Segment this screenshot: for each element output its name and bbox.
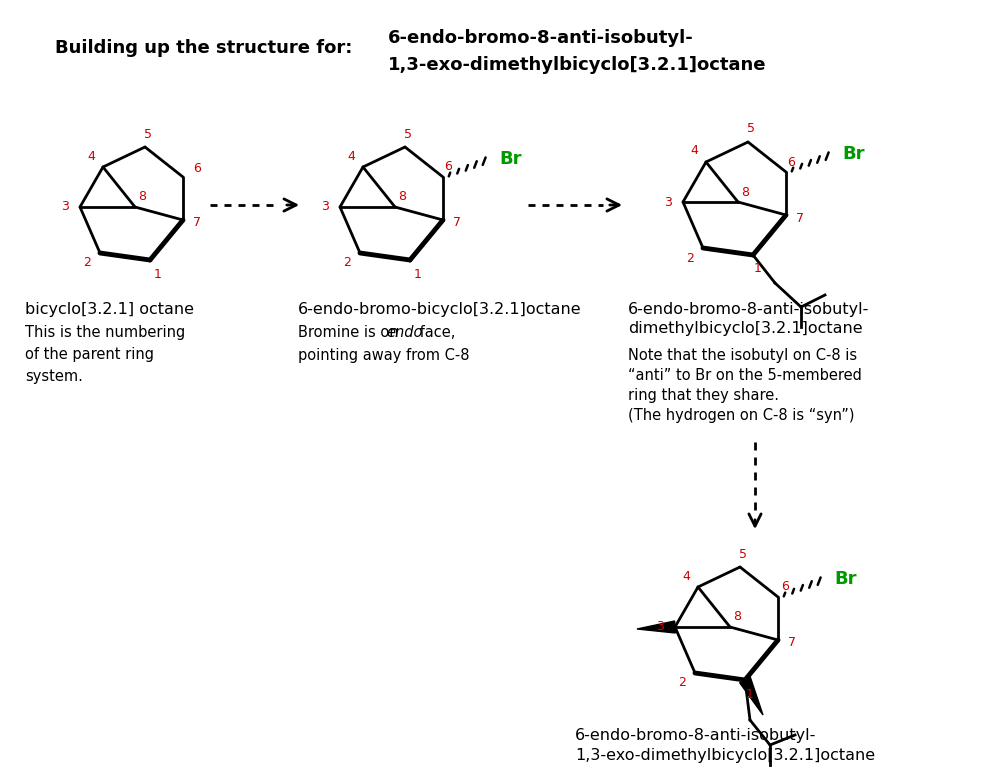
- Text: endo: endo: [386, 325, 422, 340]
- Text: 1: 1: [414, 268, 422, 280]
- Text: Bromine is on: Bromine is on: [298, 325, 404, 340]
- Text: Br: Br: [499, 150, 521, 168]
- Text: 1: 1: [154, 268, 162, 280]
- Text: 1,3-exo-dimethylbicyclo[3.2.1]octane: 1,3-exo-dimethylbicyclo[3.2.1]octane: [388, 56, 767, 74]
- Text: bicyclo[3.2.1] octane: bicyclo[3.2.1] octane: [25, 302, 194, 317]
- Text: 5: 5: [739, 547, 747, 560]
- Text: 6-endo-bromo-8-anti-isobutyl-: 6-endo-bromo-8-anti-isobutyl-: [388, 29, 693, 47]
- Text: 6: 6: [444, 160, 452, 173]
- Text: 4: 4: [347, 149, 355, 163]
- Text: 6-endo-bromo-8-anti-isobutyl-: 6-endo-bromo-8-anti-isobutyl-: [628, 302, 869, 317]
- Text: 6: 6: [193, 163, 201, 176]
- Text: ring that they share.: ring that they share.: [628, 388, 779, 403]
- Text: 3: 3: [656, 621, 664, 633]
- Text: 1: 1: [754, 262, 762, 276]
- Text: 6: 6: [781, 580, 789, 594]
- Text: pointing away from C-8: pointing away from C-8: [298, 348, 469, 363]
- Text: Br: Br: [834, 570, 856, 588]
- Text: 1: 1: [746, 687, 754, 700]
- Text: 2: 2: [678, 676, 686, 690]
- Text: 2: 2: [686, 252, 694, 265]
- Text: 3: 3: [321, 200, 329, 214]
- Text: (The hydrogen on C-8 is “syn”): (The hydrogen on C-8 is “syn”): [628, 408, 854, 423]
- Text: 5: 5: [404, 128, 412, 141]
- Text: 2: 2: [83, 256, 91, 269]
- Polygon shape: [739, 677, 763, 715]
- Text: 8: 8: [398, 190, 406, 204]
- Text: 8: 8: [733, 611, 741, 624]
- Text: 7: 7: [796, 211, 804, 224]
- Text: Br: Br: [842, 145, 864, 163]
- Text: 4: 4: [682, 570, 690, 583]
- Text: 8: 8: [741, 186, 749, 198]
- Text: 3: 3: [61, 200, 69, 214]
- Text: 8: 8: [138, 190, 146, 204]
- Text: 1,3-exo-dimethylbicyclo[3.2.1]octane: 1,3-exo-dimethylbicyclo[3.2.1]octane: [575, 748, 875, 763]
- Text: 7: 7: [193, 217, 201, 230]
- Text: 3: 3: [664, 196, 672, 208]
- Text: This is the numbering
of the parent ring
system.: This is the numbering of the parent ring…: [25, 325, 186, 385]
- Text: 7: 7: [453, 217, 461, 230]
- Text: 6: 6: [787, 156, 795, 169]
- Text: 4: 4: [690, 145, 698, 157]
- Text: 6-endo-bromo-8-anti-isobutyl-: 6-endo-bromo-8-anti-isobutyl-: [575, 728, 816, 743]
- Polygon shape: [637, 621, 676, 633]
- Text: Building up the structure for:: Building up the structure for:: [55, 39, 353, 57]
- Text: 4: 4: [87, 149, 95, 163]
- Text: Note that the isobutyl on C-8 is: Note that the isobutyl on C-8 is: [628, 348, 857, 363]
- Text: 5: 5: [747, 122, 755, 135]
- Text: 7: 7: [788, 636, 796, 649]
- Text: “anti” to Br on the 5-membered: “anti” to Br on the 5-membered: [628, 368, 862, 383]
- Text: 6-endo-bromo-bicyclo[3.2.1]octane: 6-endo-bromo-bicyclo[3.2.1]octane: [298, 302, 581, 317]
- Text: face,: face,: [415, 325, 456, 340]
- Text: dimethylbicyclo[3.2.1]octane: dimethylbicyclo[3.2.1]octane: [628, 321, 862, 336]
- Text: 5: 5: [144, 128, 152, 141]
- Text: 2: 2: [343, 256, 351, 269]
